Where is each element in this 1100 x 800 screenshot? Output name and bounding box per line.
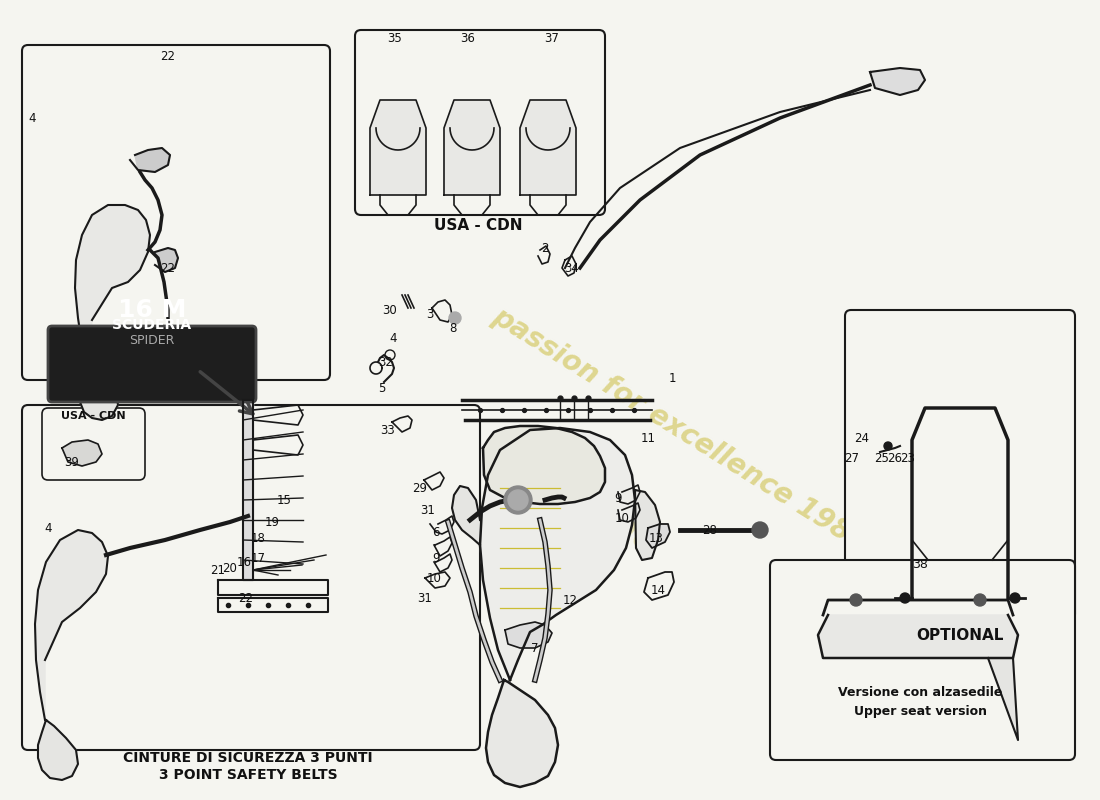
Text: 35: 35 [387, 31, 403, 45]
Text: 14: 14 [650, 583, 666, 597]
Text: 20: 20 [222, 562, 238, 574]
Text: Upper seat version: Upper seat version [854, 706, 987, 718]
Text: SPIDER: SPIDER [130, 334, 175, 346]
Circle shape [974, 594, 986, 606]
Text: 22: 22 [161, 50, 176, 63]
FancyBboxPatch shape [22, 405, 480, 750]
Circle shape [752, 522, 768, 538]
Polygon shape [635, 490, 660, 560]
Text: 4: 4 [44, 522, 52, 534]
Circle shape [850, 594, 862, 606]
Text: 31: 31 [420, 503, 436, 517]
FancyBboxPatch shape [770, 560, 1075, 760]
Polygon shape [243, 400, 253, 580]
Text: 9: 9 [432, 551, 440, 565]
Text: 33: 33 [381, 423, 395, 437]
Polygon shape [486, 680, 558, 787]
Polygon shape [135, 148, 170, 172]
Text: 22: 22 [161, 262, 176, 274]
Text: 16: 16 [236, 555, 252, 569]
Circle shape [504, 486, 532, 514]
Text: SCUDERIA: SCUDERIA [112, 318, 191, 332]
Text: passion for excellence 1985: passion for excellence 1985 [487, 302, 872, 558]
Polygon shape [155, 248, 178, 272]
Text: 6: 6 [432, 526, 440, 538]
Polygon shape [520, 100, 576, 195]
Text: 24: 24 [855, 431, 869, 445]
Text: 10: 10 [427, 571, 441, 585]
Circle shape [449, 312, 461, 324]
Text: 11: 11 [640, 431, 656, 445]
Text: 16 M: 16 M [118, 298, 186, 322]
Text: 26: 26 [888, 451, 902, 465]
Text: 5: 5 [378, 382, 386, 394]
Polygon shape [505, 622, 552, 648]
Text: 12: 12 [562, 594, 578, 606]
Polygon shape [444, 100, 500, 195]
Text: 10: 10 [615, 511, 629, 525]
Text: 39: 39 [65, 455, 79, 469]
Text: 3: 3 [427, 309, 433, 322]
Text: 15: 15 [276, 494, 292, 506]
Text: 19: 19 [264, 515, 279, 529]
Text: 37: 37 [544, 31, 560, 45]
Text: 7: 7 [531, 642, 539, 654]
Circle shape [900, 593, 910, 603]
Text: 13: 13 [649, 531, 663, 545]
Polygon shape [480, 428, 635, 680]
Text: 9: 9 [614, 491, 622, 505]
FancyBboxPatch shape [48, 326, 256, 402]
Polygon shape [646, 524, 670, 548]
Polygon shape [35, 530, 108, 720]
Text: 34: 34 [564, 262, 580, 274]
Text: USA - CDN: USA - CDN [433, 218, 522, 233]
Text: USA - CDN: USA - CDN [60, 411, 125, 421]
Polygon shape [62, 440, 102, 466]
Text: 4: 4 [389, 331, 397, 345]
Polygon shape [988, 658, 1018, 740]
Text: Versione con alzasedile: Versione con alzasedile [838, 686, 1002, 698]
Polygon shape [80, 368, 118, 420]
Polygon shape [370, 100, 426, 195]
Text: Passione: Passione [495, 438, 666, 562]
Text: OPTIONAL: OPTIONAL [916, 628, 1003, 643]
Text: 30: 30 [383, 303, 397, 317]
Text: 29: 29 [412, 482, 428, 494]
Text: 21: 21 [210, 563, 225, 577]
FancyBboxPatch shape [355, 30, 605, 215]
Text: 28: 28 [703, 523, 717, 537]
Polygon shape [75, 205, 150, 368]
Text: 18: 18 [251, 531, 265, 545]
Polygon shape [452, 486, 480, 545]
Circle shape [884, 442, 892, 450]
Circle shape [508, 490, 528, 510]
Text: 38: 38 [912, 558, 928, 571]
Polygon shape [870, 68, 925, 95]
Text: 27: 27 [845, 451, 859, 465]
Text: 25: 25 [874, 451, 890, 465]
FancyBboxPatch shape [22, 45, 330, 380]
Text: 32: 32 [378, 355, 394, 369]
Text: 22: 22 [239, 591, 253, 605]
Text: 36: 36 [461, 31, 475, 45]
Circle shape [1010, 593, 1020, 603]
FancyBboxPatch shape [845, 310, 1075, 620]
Text: 23: 23 [901, 451, 915, 465]
Text: 8: 8 [449, 322, 456, 334]
Text: 3 POINT SAFETY BELTS: 3 POINT SAFETY BELTS [158, 768, 338, 782]
Polygon shape [483, 426, 605, 504]
Polygon shape [818, 615, 1018, 658]
Text: 1: 1 [669, 371, 675, 385]
Polygon shape [39, 720, 78, 780]
Text: 2: 2 [541, 242, 549, 254]
Text: 31: 31 [418, 591, 432, 605]
FancyBboxPatch shape [42, 408, 145, 480]
Text: CINTURE DI SICUREZZA 3 PUNTI: CINTURE DI SICUREZZA 3 PUNTI [123, 751, 373, 765]
Text: 17: 17 [251, 551, 265, 565]
Text: 4: 4 [29, 111, 35, 125]
